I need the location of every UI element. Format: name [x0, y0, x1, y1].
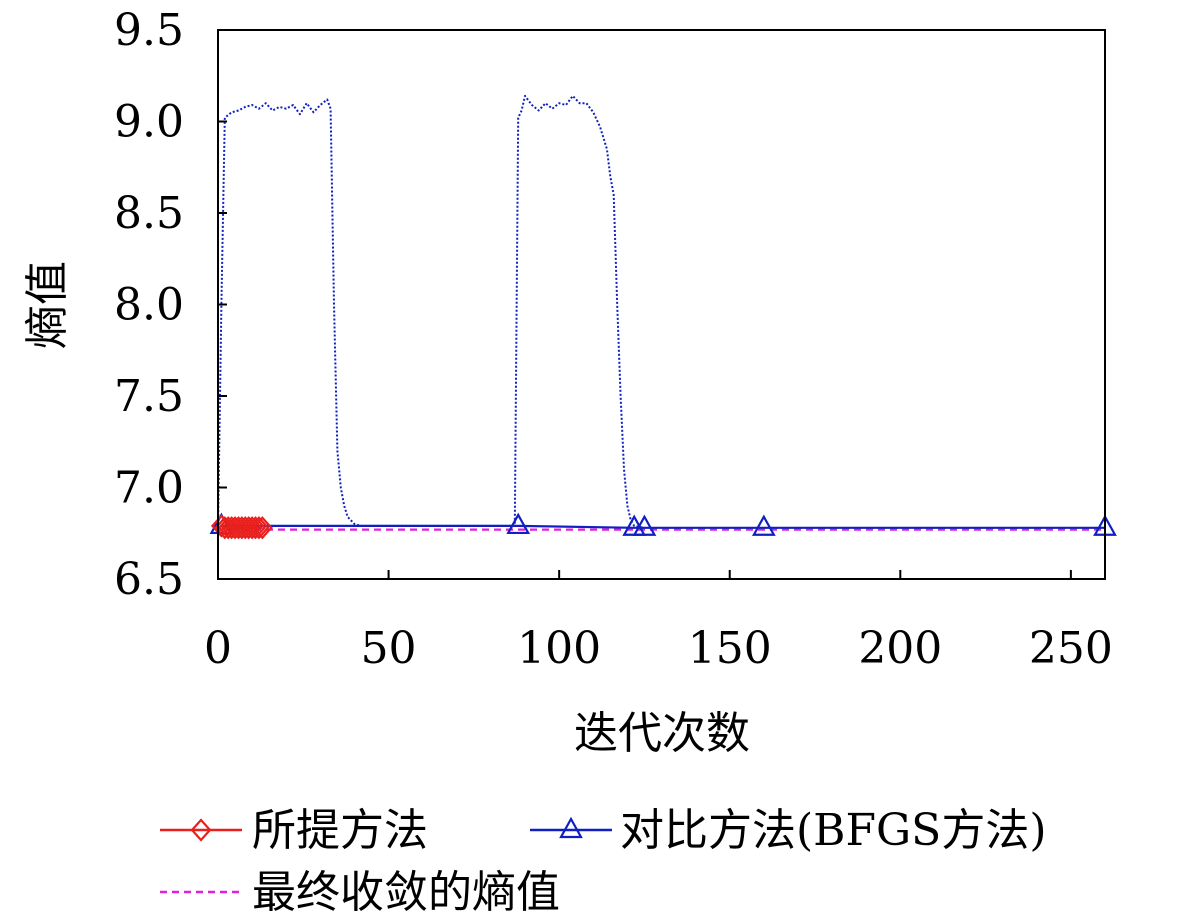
- x-tick-label: 50: [361, 623, 417, 674]
- data-point: [231, 516, 253, 540]
- data-point: [248, 516, 270, 540]
- legend-item: 最终收敛的熵值: [160, 867, 560, 918]
- x-tick-label: 100: [517, 623, 601, 674]
- legend-item: 对比方法(BFGS方法): [530, 805, 1047, 856]
- data-point: [632, 514, 657, 536]
- axes: 0 50 100 150 200 250 6.5 7.0 7.5 8.0 8.5 9.0 9.5: [114, 5, 1113, 674]
- y-tick-label: 6.5: [114, 554, 184, 605]
- y-tick-label: 9.5: [114, 5, 184, 56]
- legend-marker: [559, 816, 583, 839]
- data-point: [506, 512, 531, 535]
- y-tick-label: 7.5: [114, 371, 184, 422]
- legend-label: 最终收敛的熵值: [252, 867, 560, 918]
- series-line: [217, 94, 645, 529]
- x-tick-label: 0: [204, 623, 232, 674]
- x-axis-title: 迭代次数: [574, 708, 750, 759]
- y-axis-title: 熵值: [22, 261, 73, 349]
- legend: 所提方法 对比方法(BFGS方法) 最终收敛的熵值: [160, 805, 1047, 918]
- data-point: [224, 516, 246, 540]
- x-tick-label: 250: [1029, 623, 1113, 674]
- series-2: [217, 94, 645, 529]
- series-line: [221, 524, 1105, 529]
- legend-label: 对比方法(BFGS方法): [620, 805, 1047, 856]
- legend-label: 所提方法: [252, 805, 428, 856]
- data-point: [245, 516, 267, 540]
- x-tick-label: 150: [688, 623, 772, 674]
- series-0: [210, 514, 273, 540]
- data-point: [241, 516, 263, 540]
- data-point: [238, 516, 260, 540]
- data-point: [221, 516, 243, 540]
- data-point: [217, 516, 239, 540]
- data-point: [251, 516, 273, 540]
- data-point: [234, 516, 256, 540]
- y-tick-label: 8.0: [114, 280, 184, 331]
- legend-marker: [190, 818, 212, 842]
- legend-item: 所提方法: [160, 805, 428, 856]
- data-point: [751, 514, 776, 536]
- y-tick-label: 7.0: [114, 463, 184, 514]
- series-1: [209, 512, 1117, 536]
- y-tick-label: 9.0: [114, 97, 184, 148]
- data-point: [227, 516, 249, 540]
- plot-area: [209, 94, 1117, 540]
- x-tick-label: 200: [858, 623, 942, 674]
- plot-frame: [217, 29, 1106, 580]
- y-tick-label: 8.5: [114, 188, 184, 239]
